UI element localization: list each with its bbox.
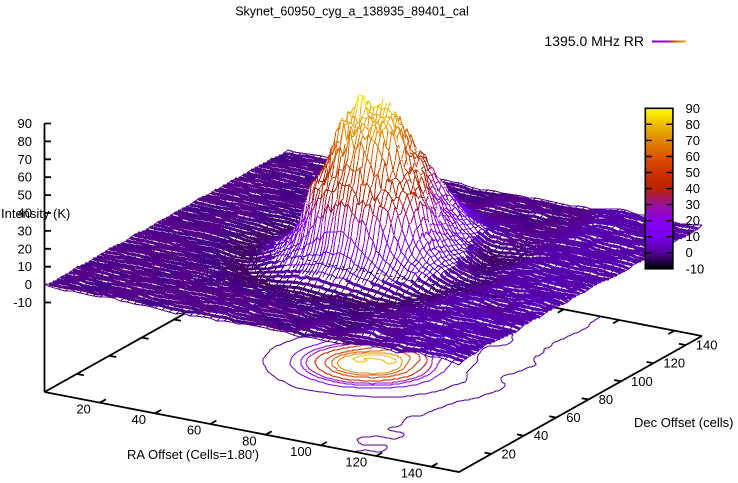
svg-text:30: 30 <box>686 197 700 212</box>
svg-text:Intensity (K): Intensity (K) <box>1 206 70 221</box>
svg-text:10: 10 <box>18 259 32 274</box>
svg-text:140: 140 <box>696 338 718 353</box>
svg-text:Dec Offset (cells): Dec Offset (cells) <box>634 415 733 430</box>
svg-text:80: 80 <box>242 433 256 448</box>
svg-text:40: 40 <box>686 181 700 196</box>
svg-text:20: 20 <box>18 241 32 256</box>
svg-text:80: 80 <box>599 392 613 407</box>
svg-text:50: 50 <box>686 165 700 180</box>
svg-text:60: 60 <box>566 410 580 425</box>
svg-text:120: 120 <box>345 455 367 470</box>
svg-text:20: 20 <box>686 213 700 228</box>
svg-text:1395.0 MHz RR: 1395.0 MHz RR <box>544 33 644 49</box>
svg-text:90: 90 <box>686 101 700 116</box>
svg-text:60: 60 <box>686 149 700 164</box>
svg-text:-10: -10 <box>686 261 705 276</box>
svg-text:0: 0 <box>686 245 693 260</box>
svg-text:100: 100 <box>290 444 312 459</box>
svg-text:100: 100 <box>631 374 653 389</box>
svg-text:20: 20 <box>76 401 90 416</box>
svg-text:70: 70 <box>18 152 32 167</box>
svg-text:Skynet_60950_cyg_a_138935_8940: Skynet_60950_cyg_a_138935_89401_cal <box>235 5 469 19</box>
svg-text:50: 50 <box>18 188 32 203</box>
svg-text:10: 10 <box>686 229 700 244</box>
svg-text:-10: -10 <box>13 295 32 310</box>
svg-text:80: 80 <box>18 134 32 149</box>
svg-text:60: 60 <box>187 423 201 438</box>
svg-text:80: 80 <box>686 117 700 132</box>
svg-text:60: 60 <box>18 170 32 185</box>
svg-text:20: 20 <box>501 446 515 461</box>
svg-text:30: 30 <box>18 223 32 238</box>
svg-text:120: 120 <box>663 356 685 371</box>
svg-text:40: 40 <box>534 428 548 443</box>
svg-text:140: 140 <box>401 465 423 478</box>
svg-text:0: 0 <box>25 277 32 292</box>
svg-text:70: 70 <box>686 133 700 148</box>
svg-text:40: 40 <box>18 206 32 221</box>
svg-text:90: 90 <box>18 116 32 131</box>
svg-text:40: 40 <box>132 412 146 427</box>
svg-text:RA Offset (Cells=1.80'): RA Offset (Cells=1.80') <box>127 447 259 462</box>
